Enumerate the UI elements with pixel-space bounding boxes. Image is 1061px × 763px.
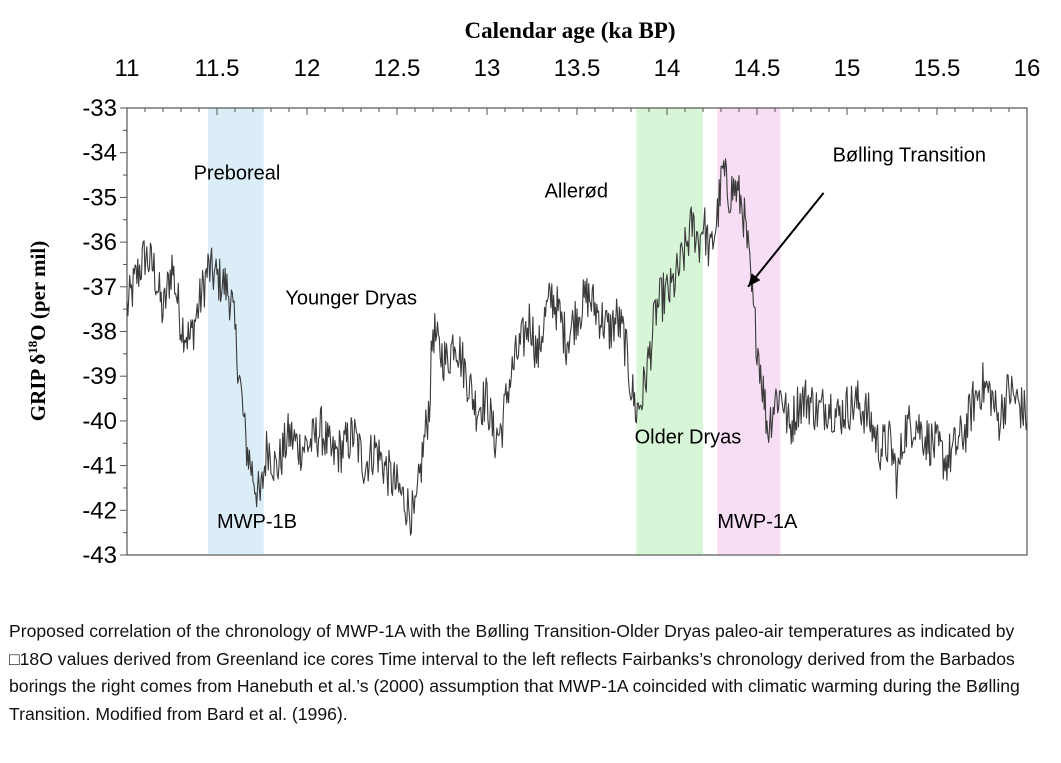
y-axis-label-main: GRIP δ [26,354,50,422]
annotation-older-dryas: Older Dryas [635,426,742,448]
x-tick-label: 11 [115,55,140,82]
figure-caption: Proposed correlation of the chronology o… [9,621,1020,724]
chart: 11 11.5 12 12.5 13 13.5 14 14.5 15 15.5 16 -33-34-… [25,18,1041,569]
y-tick-label: -41 [82,453,117,480]
x-tick-labels: 11 11.5 12 12.5 13 13.5 14 14.5 15 15.5 16 [115,55,1041,82]
x-tick-label: 14 [654,55,681,82]
x-tick-label: 11.5 [195,55,240,82]
y-tick-label: -36 [82,229,117,256]
x-tick-label: 12 [294,55,321,82]
annotation-mwp-1a: MWP-1A [717,511,798,533]
y-axis-label-sup: 18 [25,340,40,354]
arrow-line [747,192,825,288]
annotation-preboreal: Preboreal [194,163,281,185]
y-tick-labels: -33 -34 -35 -36 -37 -38 -39 -40 -41 -42 -43 [82,95,117,569]
y-tick-label: -34 [82,140,117,167]
y-tick-label: -42 [82,497,117,524]
annotation-aller-d: Allerød [545,180,608,202]
series-line-0 [126,158,1028,536]
y-tick-label: -38 [82,319,117,346]
x-axis-label: Calendar age (ka BP) [464,18,675,43]
series-layer [126,158,1028,536]
arrow-head [748,273,761,287]
annotation-b-lling-transition: Bølling Transition [833,145,986,167]
y-tick-label: -39 [82,363,117,390]
annotation-mwp-1b: MWP-1B [217,511,297,533]
y-tick-label: -43 [82,542,117,569]
x-tick-label: 15 [834,55,861,82]
y-axis-label: GRIP δ18O (per mil) [25,241,50,421]
x-tick-label: 13 [474,55,501,82]
x-tick-label: 15.5 [914,55,961,82]
x-tick-label: 14.5 [734,55,781,82]
x-tick-label: 16 [1014,55,1041,82]
x-tick-label: 13.5 [554,55,601,82]
annotations: Preboreal Younger Dryas Allerød Older Dryas… [194,145,986,534]
y-tick-label: -37 [82,274,117,301]
y-tick-label: -33 [82,95,117,122]
annotation-younger-dryas: Younger Dryas [285,288,417,310]
y-tick-label: -35 [82,184,117,211]
shaded-interval-1 [636,108,703,555]
shaded-interval-2 [717,108,781,555]
x-tick-label: 12.5 [374,55,421,82]
shaded-intervals [208,108,781,555]
y-tick-label: -40 [82,408,117,435]
axis-ticks [120,107,1028,556]
y-axis-label-rest: O (per mil) [26,241,50,341]
